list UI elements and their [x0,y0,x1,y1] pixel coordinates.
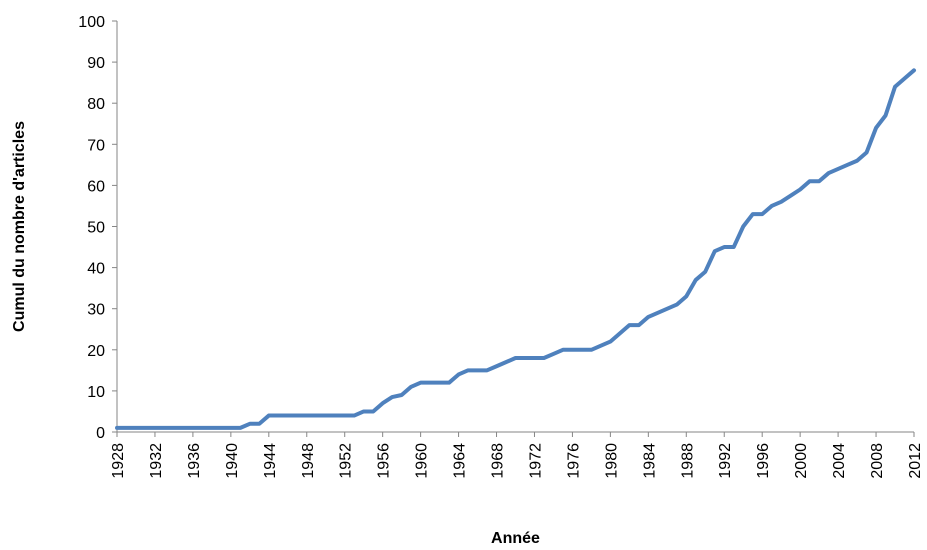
y-tick-label: 0 [96,425,105,442]
x-tick-label: 1984 [641,443,658,479]
x-tick-label: 1936 [186,443,203,479]
y-tick-label: 30 [87,302,105,319]
y-tick-label: 70 [87,137,105,154]
x-tick-label: 1988 [679,443,696,479]
y-tick-label: 60 [87,178,105,195]
x-tick-label: 1952 [338,443,355,479]
y-tick-labels: 0 10 20 30 40 50 60 70 80 90 100 [78,14,117,442]
x-tick-label: 1948 [300,443,317,479]
y-tick-label: 50 [87,220,105,237]
y-tick-label: 20 [87,343,105,360]
y-axis-title: Cumul du nombre d'articles [11,121,28,332]
x-tick-label: 1972 [527,443,544,479]
x-tick-label: 1928 [110,443,127,479]
x-axis-title: Année [491,530,540,547]
y-tick-label: 100 [78,14,105,31]
x-axis: 1928 1932 1936 1940 1944 1948 1952 1956 1960 1964… [110,431,924,479]
x-tick-label: 2000 [793,443,810,479]
x-tick-label: 2012 [907,443,924,479]
y-tick-label: 80 [87,96,105,113]
x-tick-label: 1932 [148,443,165,479]
y-tick-label: 90 [87,55,105,72]
x-tick-label: 2004 [831,443,848,479]
x-tick-label: 1956 [376,443,393,479]
x-tick-label: 2008 [869,443,886,479]
cumulative-articles-line [115,68,916,430]
x-tick-label: 1944 [262,443,279,479]
y-tick-label: 40 [87,261,105,278]
x-tick-label: 1940 [224,443,241,479]
y-tick-label: 10 [87,384,105,401]
x-tick-label: 1960 [414,443,431,479]
x-tick-label: 1980 [603,443,620,479]
x-tick-labels: 1928 1932 1936 1940 1944 1948 1952 1956 1960 1964… [110,432,924,479]
x-tick-label: 1976 [565,443,582,479]
y-axis: 0 10 20 30 40 50 60 70 80 90 100 [78,14,118,442]
x-tick-label: 1992 [717,443,734,479]
x-tick-label: 1968 [490,443,507,479]
x-tick-label: 1996 [755,443,772,479]
x-tick-label: 1964 [452,443,469,479]
